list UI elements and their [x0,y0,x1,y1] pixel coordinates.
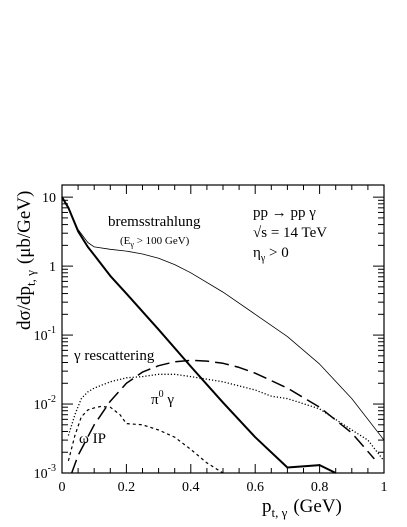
y-tick-label: 10 [42,191,56,206]
x-tick-label: 0.4 [182,480,200,495]
y-tick-label: 10-2 [34,394,56,413]
series-line-dotted [67,373,385,462]
omega-pomeron-label: ω IP [79,431,106,447]
x-tick-label: 1 [381,480,388,495]
series-line-dashed [67,405,224,474]
series-line-thin [61,196,385,441]
pi0-gamma-label: π0 γ [151,389,174,408]
bremsstrahlung-label: bremsstrahlung [108,214,201,230]
x-tick-label: 0.6 [246,480,264,495]
y-tick-label: 1 [49,260,56,275]
energy-label: √s = 14 TeV [253,225,327,241]
series-line-longdash [70,359,375,474]
process-label: pp → pp γ [253,205,316,221]
rescattering-label: γ rescattering [73,348,155,364]
y-tick-label: 10-3 [34,463,56,482]
series-line-thick [61,196,337,474]
y-axis-label: dσ/dpt, γ(μb/GeV) [14,191,38,330]
x-tick-label: 0 [59,480,66,495]
series-layer [61,196,385,474]
eta-cut-label: ηγ > 0 [253,245,289,264]
ticks-layer: 0 0.2 0.4 0.6 0.8 1 10 1 10-1 10-2 10-3 [34,185,388,495]
x-axis-label: pt, γ (GeV) [262,496,342,520]
x-tick-label: 0.2 [118,480,136,495]
y-tick-label: 10-1 [34,325,56,344]
x-tick-label: 0.8 [311,480,329,495]
energy-cut-label: (Eγ > 100 GeV) [120,235,190,249]
